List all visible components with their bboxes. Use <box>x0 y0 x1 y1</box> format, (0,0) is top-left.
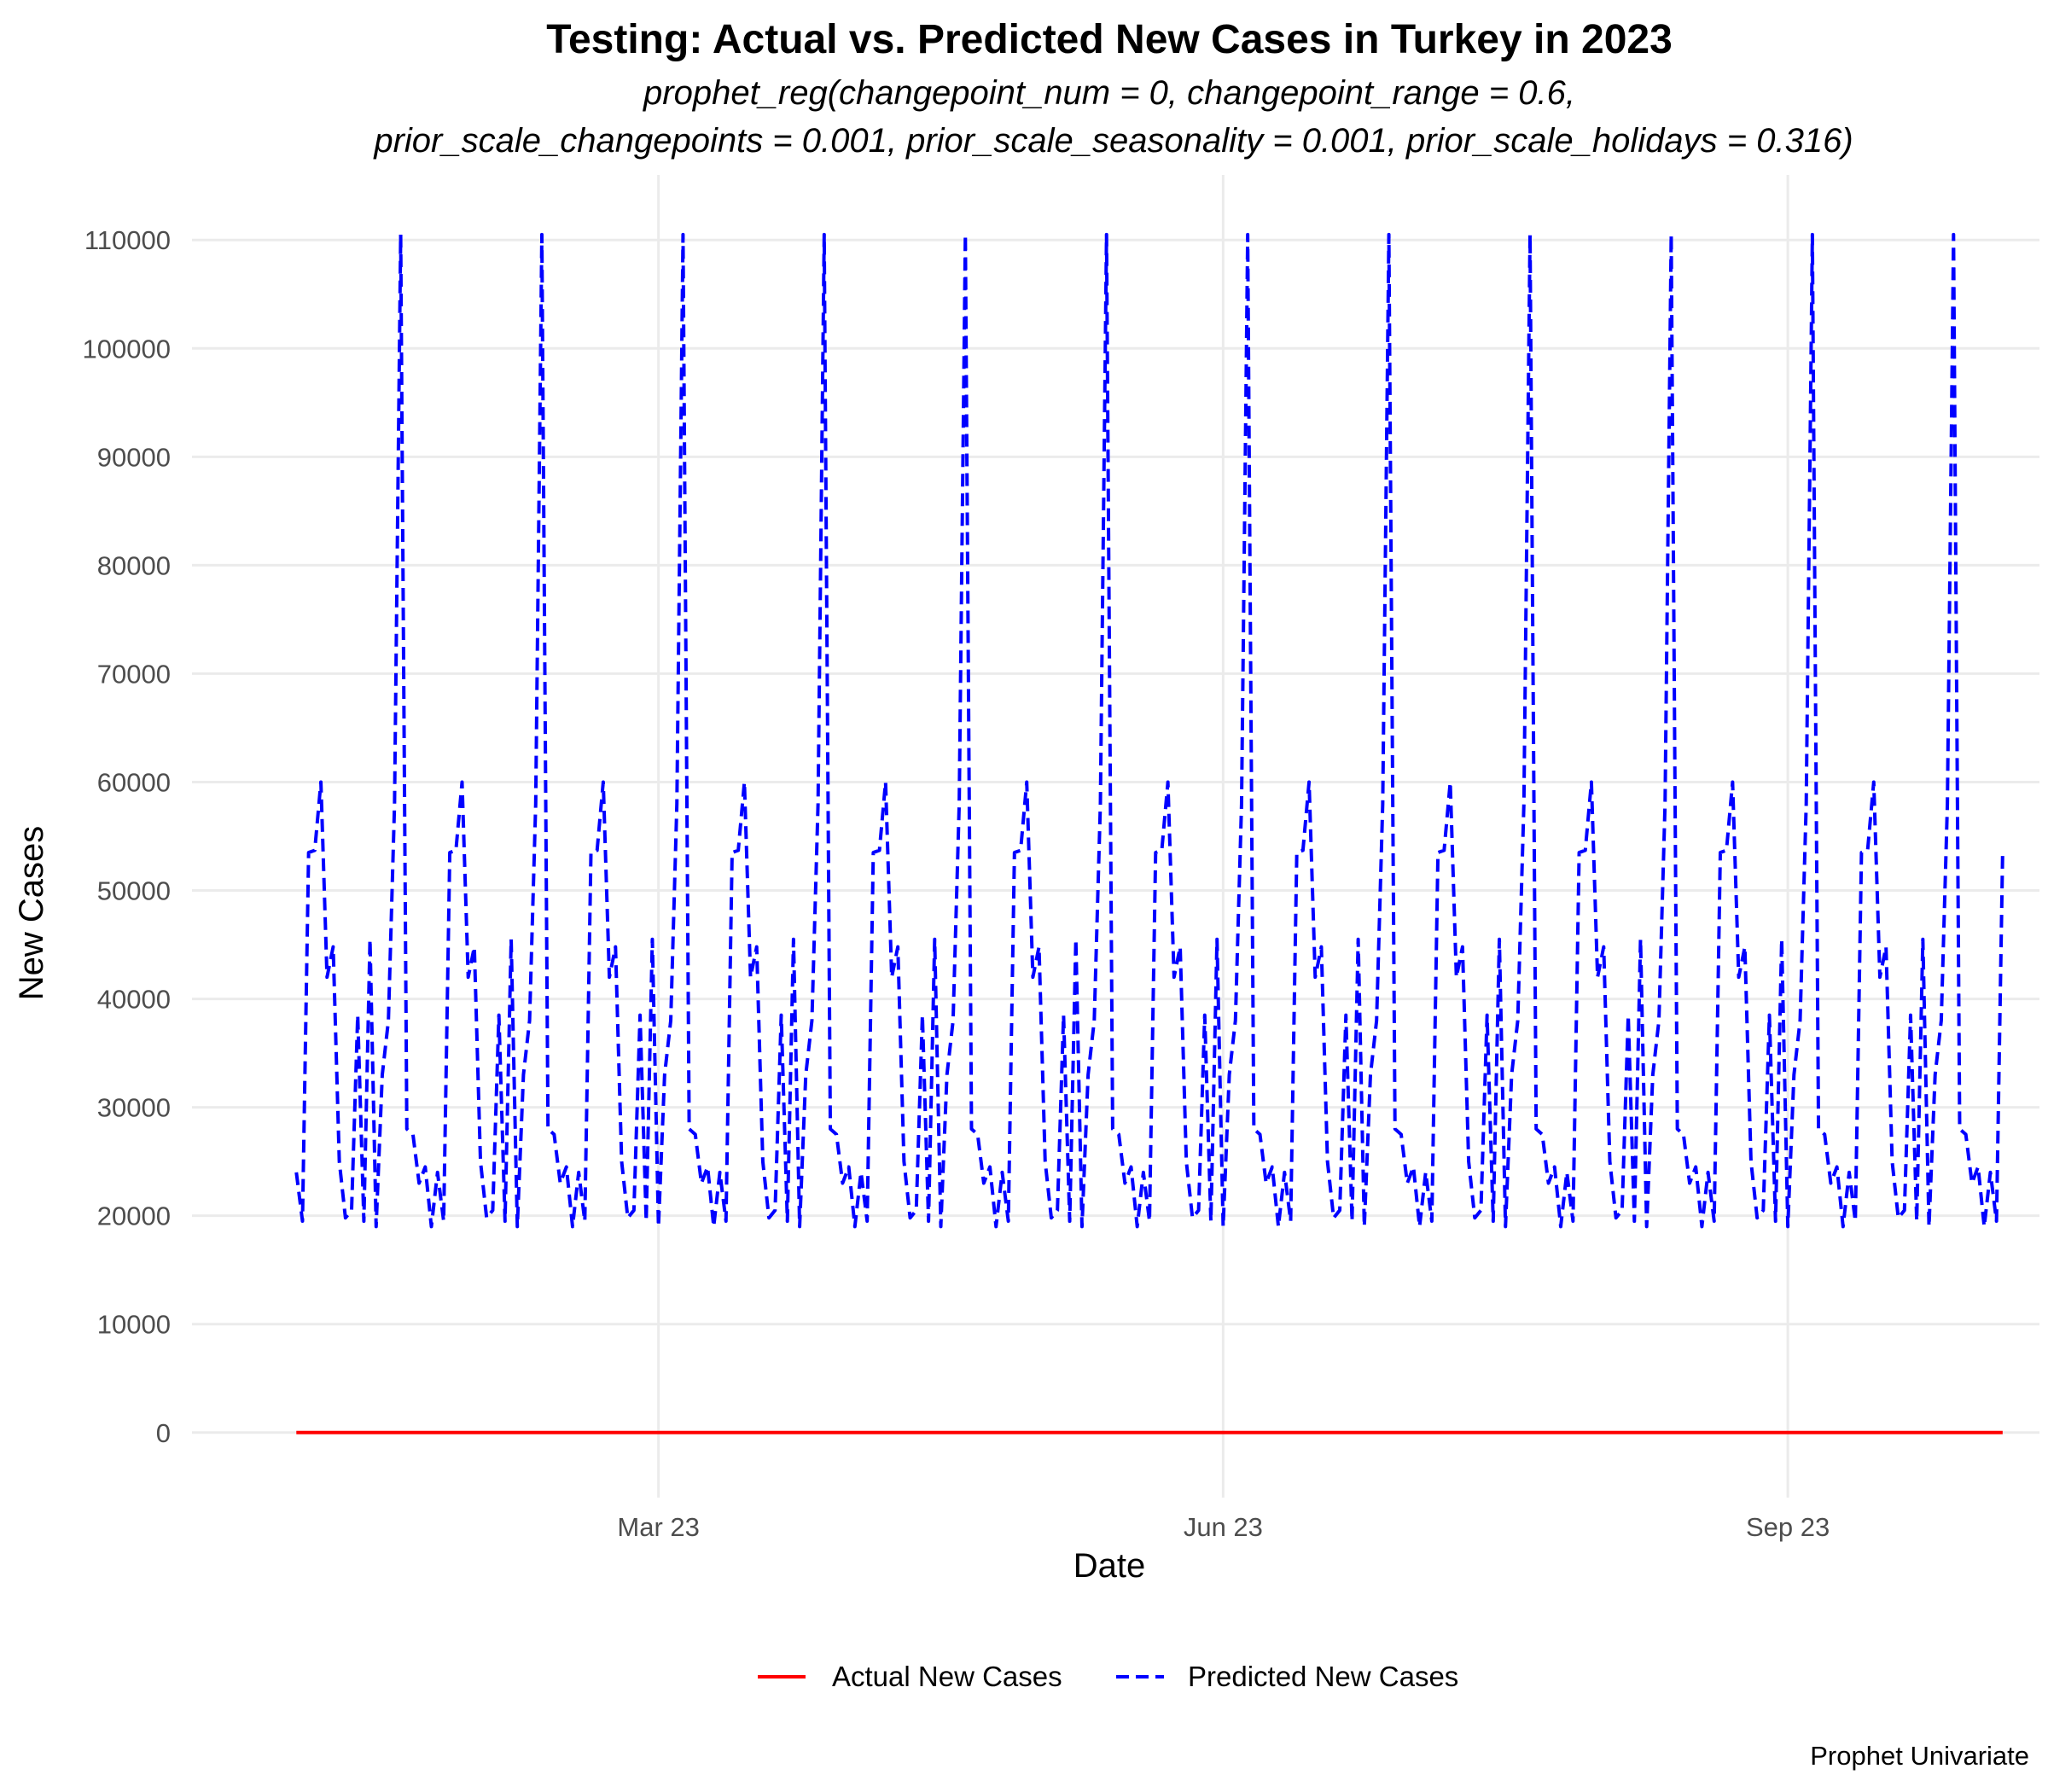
x-tick-label: Sep 23 <box>1746 1512 1830 1542</box>
legend: Actual New Cases Predicted New Cases <box>758 1661 1458 1692</box>
x-tick-label: Jun 23 <box>1184 1512 1263 1542</box>
y-tick-label: 30000 <box>97 1093 171 1123</box>
y-tick-label: 40000 <box>97 985 171 1015</box>
x-axis-ticks: Mar 23 Jun 23 Sep 23 <box>617 1512 1830 1542</box>
y-axis-ticks: 0 10000 20000 30000 40000 50000 60000 70000 8000… <box>83 225 171 1448</box>
legend-label-actual: Actual New Cases <box>832 1661 1062 1692</box>
chart-title: Testing: Actual vs. Predicted New Cases … <box>546 17 1673 62</box>
y-tick-label: 70000 <box>97 659 171 689</box>
chart-subtitle-line-1: prophet_reg(changepoint_num = 0, changep… <box>643 74 1575 112</box>
y-tick-label: 80000 <box>97 550 171 580</box>
chart-subtitle-line-2: prior_scale_changepoints = 0.001, prior_… <box>373 122 1853 160</box>
y-tick-label: 110000 <box>84 225 171 255</box>
x-tick-label: Mar 23 <box>617 1512 699 1542</box>
y-tick-label: 100000 <box>83 334 171 364</box>
y-tick-label: 90000 <box>97 442 171 472</box>
y-tick-label: 50000 <box>97 876 171 906</box>
legend-label-predicted: Predicted New Cases <box>1188 1661 1458 1692</box>
y-tick-label: 60000 <box>97 767 171 797</box>
grid <box>192 175 2039 1498</box>
series-lines <box>294 232 2004 1434</box>
y-tick-label: 10000 <box>97 1310 171 1340</box>
series-line-predicted <box>294 232 2004 1229</box>
y-axis-title: New Cases <box>13 826 50 1001</box>
y-tick-label: 0 <box>156 1418 171 1448</box>
chart-caption: Prophet Univariate <box>1810 1741 2029 1771</box>
y-tick-label: 20000 <box>97 1201 171 1231</box>
x-axis-title: Date <box>1073 1547 1146 1585</box>
